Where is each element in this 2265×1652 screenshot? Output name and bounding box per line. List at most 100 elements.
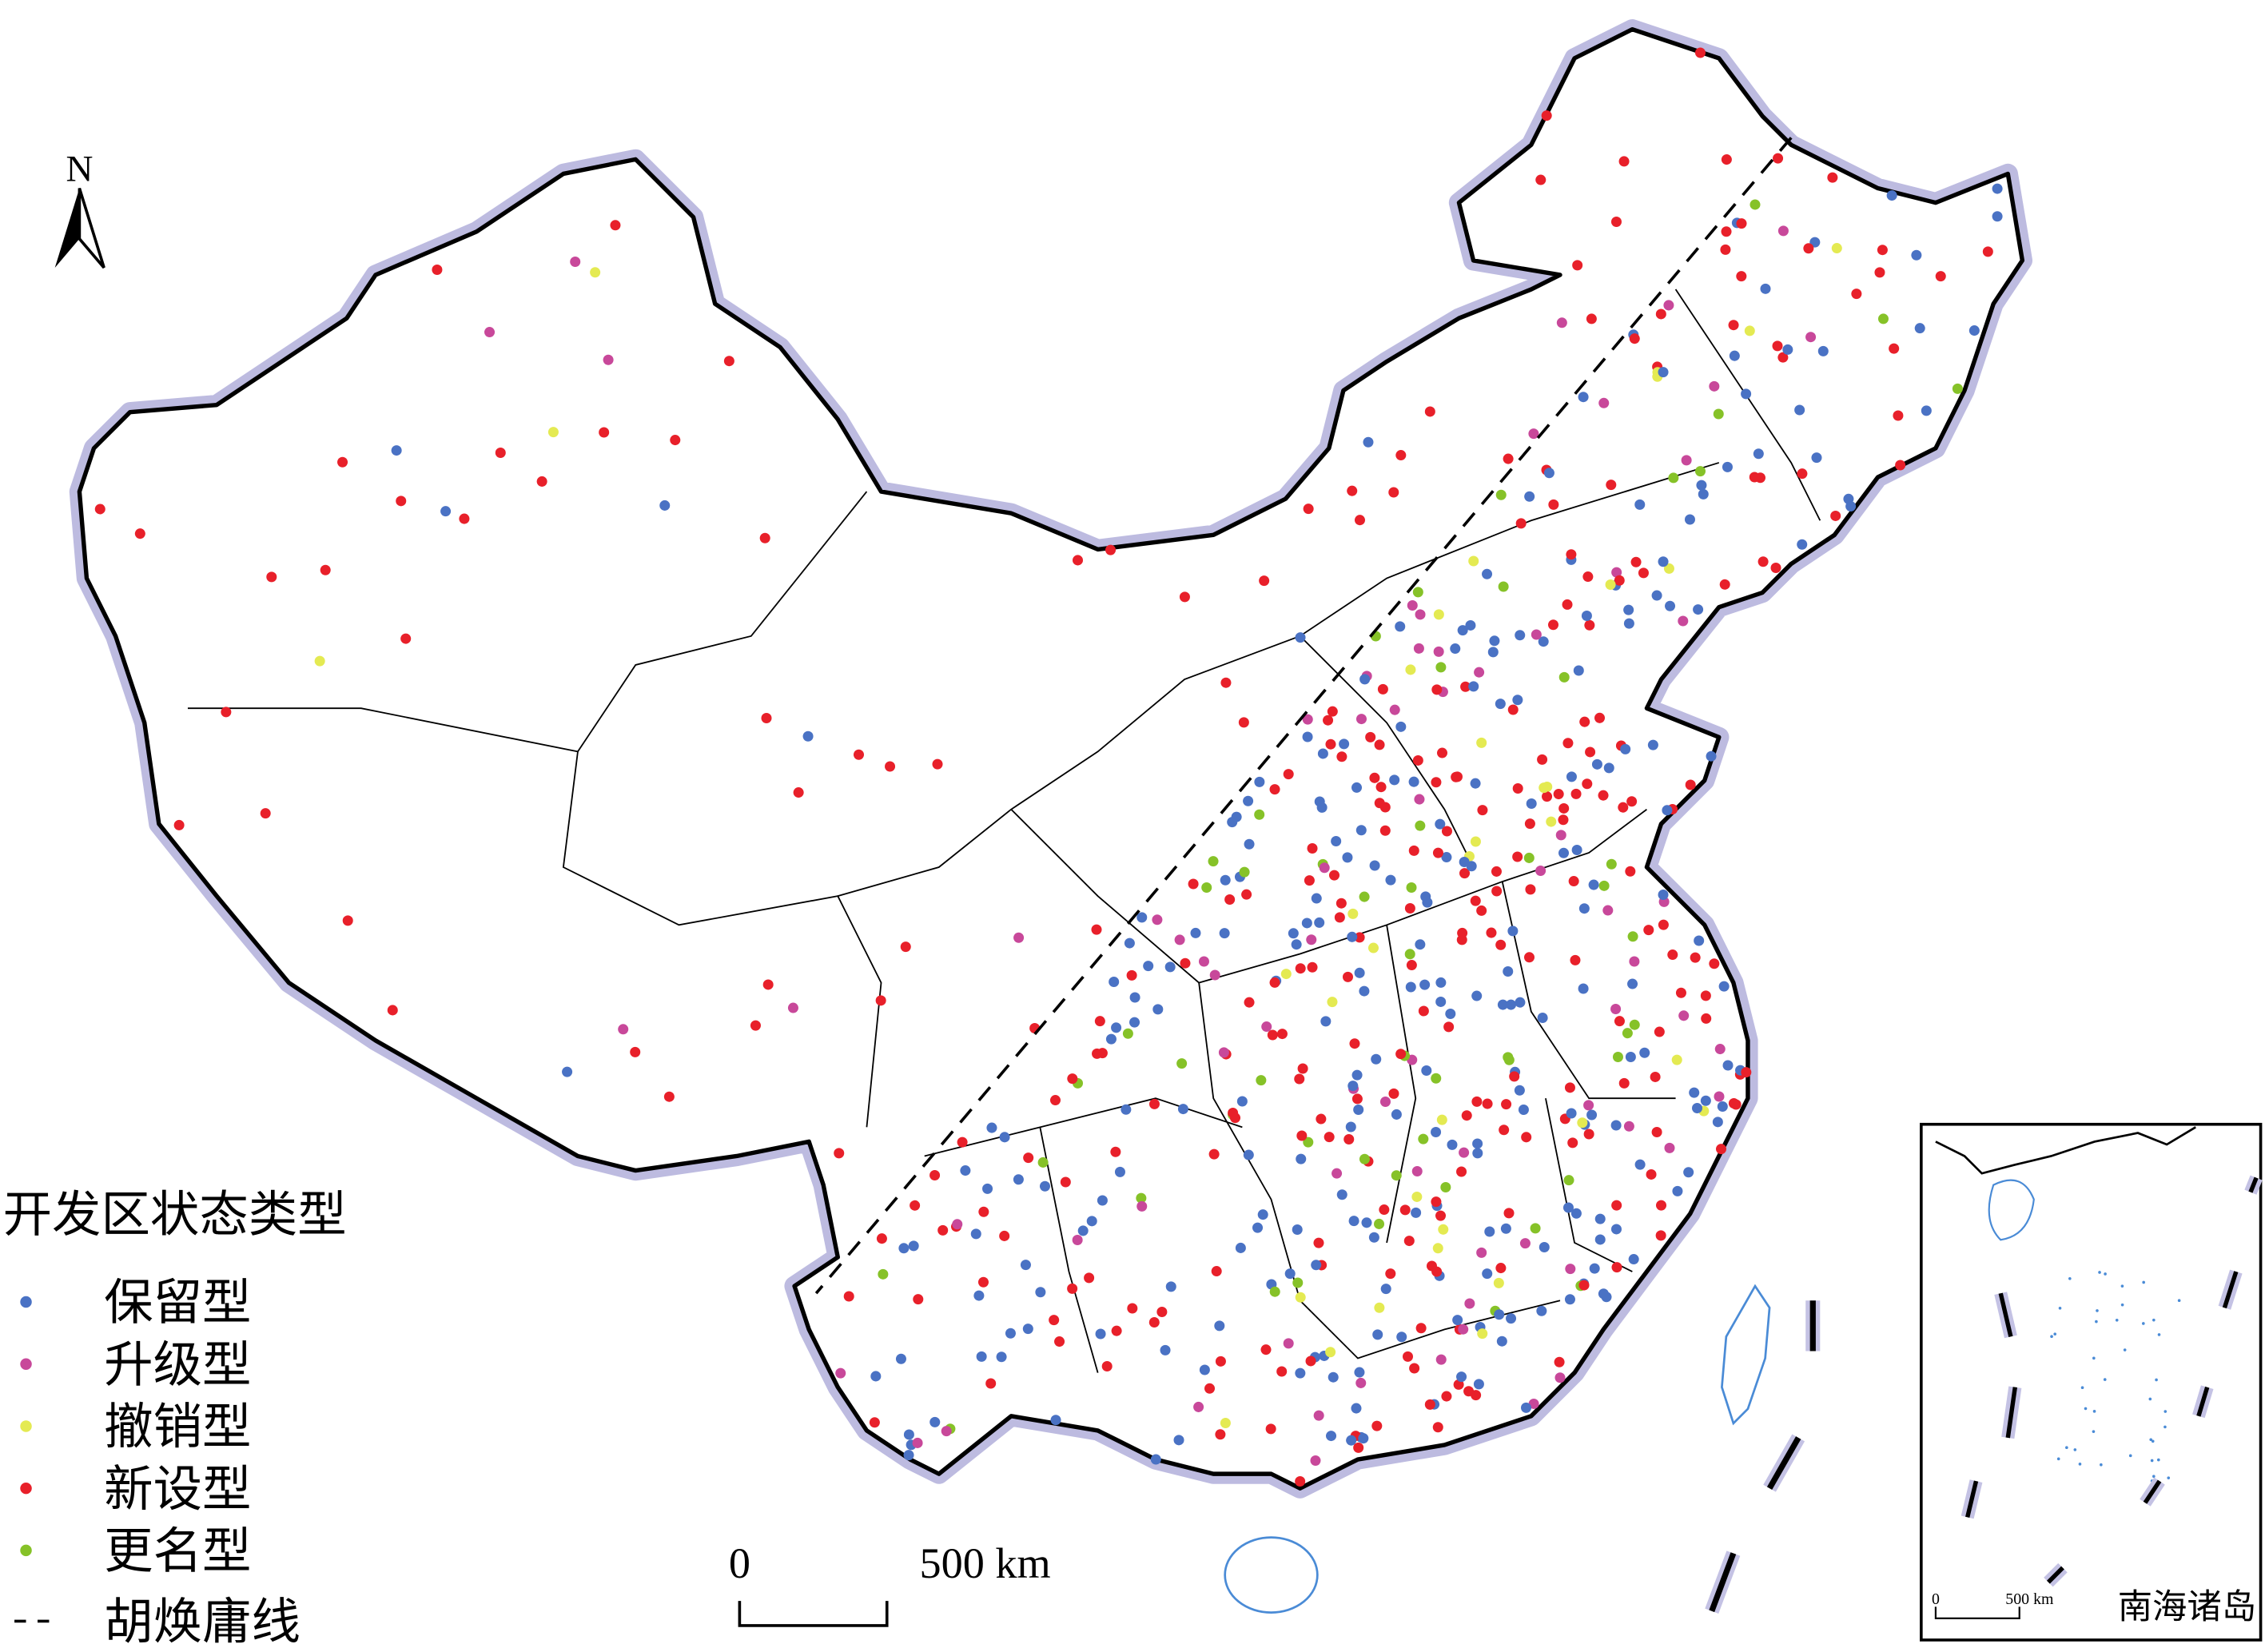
site-point xyxy=(1753,448,1764,460)
province-border xyxy=(1545,1098,1633,1272)
site-point xyxy=(1495,699,1506,710)
site-point xyxy=(1721,226,1732,237)
site-point xyxy=(1148,1317,1160,1328)
site-point xyxy=(1582,571,1594,583)
site-point xyxy=(1336,751,1347,762)
site-point xyxy=(1215,1355,1226,1367)
site-point xyxy=(903,1429,914,1440)
site-point xyxy=(1379,802,1391,813)
site-point xyxy=(1662,805,1673,816)
site-point xyxy=(895,1353,906,1364)
site-point xyxy=(1588,879,1599,890)
site-point xyxy=(1598,1288,1609,1300)
island xyxy=(2151,1439,2155,1443)
site-point xyxy=(1803,243,1814,254)
site-point xyxy=(1507,926,1519,937)
site-point xyxy=(761,712,772,723)
inset: 0 500 km 南海诸岛 xyxy=(1920,1122,2263,1642)
site-point xyxy=(1359,674,1371,685)
site-point xyxy=(1445,1008,1456,1019)
site-point xyxy=(875,995,886,1006)
site-point xyxy=(1431,1266,1443,1277)
site-point xyxy=(1269,977,1280,988)
site-point xyxy=(1712,1117,1723,1128)
site-point xyxy=(1311,1260,1322,1271)
scale-end: 500 km xyxy=(920,1539,1051,1587)
site-point xyxy=(1072,555,1084,566)
site-point xyxy=(1654,1026,1665,1037)
site-point xyxy=(1482,1098,1493,1109)
site-point xyxy=(1460,681,1471,692)
site-point xyxy=(1558,671,1570,683)
site-point xyxy=(1324,1132,1335,1143)
site-point xyxy=(1243,1149,1254,1160)
site-point xyxy=(1440,1182,1451,1193)
site-point xyxy=(1843,493,1854,504)
site-point xyxy=(1385,874,1396,886)
site-point xyxy=(1519,1238,1531,1249)
site-point xyxy=(999,1132,1010,1143)
site-point xyxy=(1224,894,1236,906)
site-point xyxy=(1105,544,1117,555)
site-point xyxy=(1694,935,1705,946)
site-point xyxy=(1521,1132,1532,1143)
site-point xyxy=(913,1294,924,1305)
site-point xyxy=(1634,499,1646,510)
site-point xyxy=(1229,1113,1241,1124)
site-point xyxy=(1355,714,1367,725)
site-point xyxy=(1612,1051,1623,1063)
site-point xyxy=(1094,1016,1105,1027)
site-point xyxy=(1486,927,1497,938)
site-point xyxy=(1331,835,1342,846)
site-point xyxy=(1714,1044,1726,1055)
site-point xyxy=(1482,1268,1493,1280)
site-point xyxy=(94,504,105,515)
site-point xyxy=(876,1233,887,1244)
site-point xyxy=(910,1200,921,1211)
island xyxy=(2096,1309,2099,1312)
site-point xyxy=(1316,802,1328,813)
site-point xyxy=(978,1206,989,1217)
site-point xyxy=(1148,1098,1160,1109)
province-border xyxy=(1300,635,1475,868)
site-point xyxy=(793,787,804,798)
site-point xyxy=(1399,1204,1411,1216)
site-point xyxy=(1267,1029,1278,1041)
island xyxy=(2092,1356,2096,1360)
site-point xyxy=(1363,436,1374,448)
site-point xyxy=(536,476,547,487)
site-point xyxy=(1491,866,1502,877)
site-point xyxy=(1530,1223,1541,1234)
site-point xyxy=(1982,246,1993,257)
site-point xyxy=(1618,156,1630,167)
site-point xyxy=(1435,818,1446,830)
site-point xyxy=(941,1426,952,1437)
island xyxy=(2149,1438,2153,1442)
site-point xyxy=(1327,997,1338,1008)
site-point xyxy=(1190,927,1201,938)
site-point xyxy=(1023,1152,1034,1164)
border xyxy=(77,27,2025,1491)
site-point xyxy=(1347,1081,1359,1092)
site-point xyxy=(1317,748,1328,759)
island xyxy=(2053,1332,2057,1336)
site-point xyxy=(1411,1191,1423,1202)
site-point xyxy=(1231,811,1242,822)
site-point xyxy=(1528,1398,1539,1409)
site-point xyxy=(1606,480,1617,491)
site-point xyxy=(1435,977,1447,988)
legend-label: 升级型 xyxy=(104,1338,251,1392)
site-point xyxy=(1391,1170,1402,1181)
site-point xyxy=(1433,609,1444,620)
site-point xyxy=(1562,1202,1574,1213)
site-point xyxy=(1827,172,1838,183)
island xyxy=(2058,1307,2062,1310)
site-point xyxy=(1623,1121,1634,1132)
site-point xyxy=(1623,604,1634,615)
site-point xyxy=(937,1224,949,1236)
site-point xyxy=(1482,568,1493,579)
site-point xyxy=(1374,1302,1385,1313)
site-point xyxy=(1127,1303,1138,1314)
site-point xyxy=(570,257,581,268)
site-point xyxy=(1658,919,1669,930)
